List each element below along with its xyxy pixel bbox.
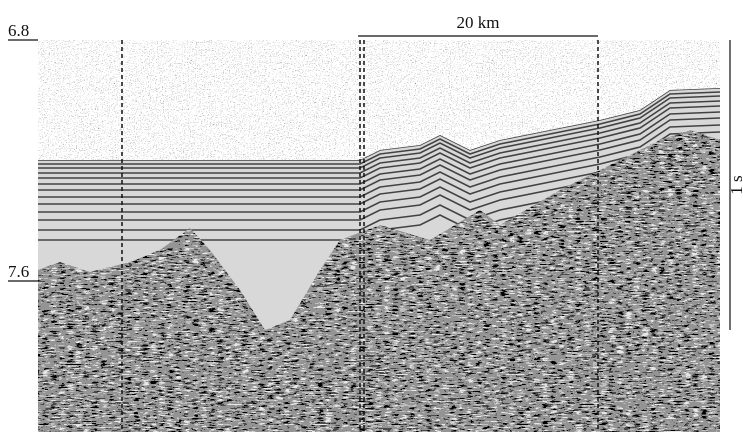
horizontal-scale-label: 20 km xyxy=(457,13,500,32)
depth-label: 7.6 xyxy=(8,262,29,281)
seismic-figure: 6.8 7.6 20 km 1 s xyxy=(0,0,743,434)
seismic-section xyxy=(38,40,720,432)
vertical-scale-label: 1 s xyxy=(727,175,743,194)
depth-label: 6.8 xyxy=(8,21,29,40)
